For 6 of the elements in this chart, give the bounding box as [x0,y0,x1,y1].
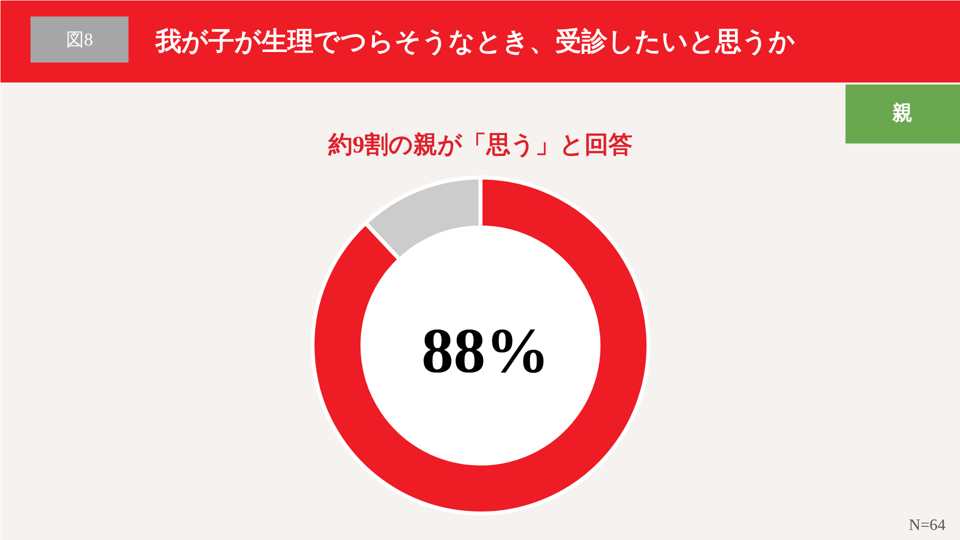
text: N=64 [908,517,946,534]
chart-title: 我が子が生理でつらそうなとき、受診したいと思うか [154,27,796,56]
chart-subtitle: 約9割の親が「思う」と回答 [328,132,632,158]
caption: 図8 [66,30,93,50]
text: 親 [892,102,912,124]
data-label: 88% [422,315,550,386]
